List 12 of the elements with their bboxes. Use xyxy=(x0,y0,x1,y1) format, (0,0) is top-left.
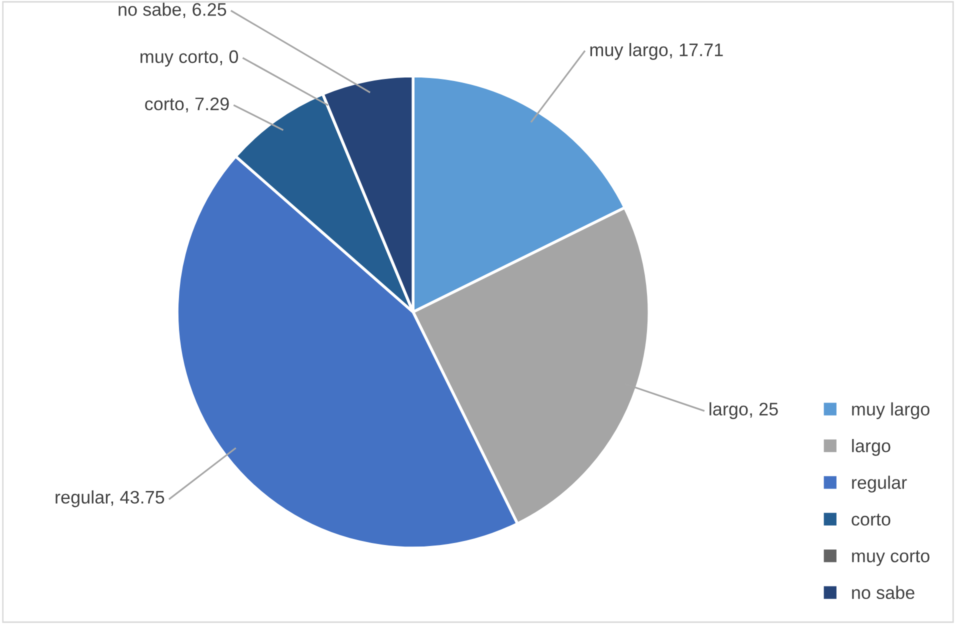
data-label: largo, 25 xyxy=(710,402,778,420)
legend-label: no sabe xyxy=(852,586,914,600)
legend-label: muy largo xyxy=(852,402,930,420)
legend-label: largo xyxy=(852,439,890,456)
data-label: no sabe, 6.25 xyxy=(118,2,226,18)
text: muy corto, 0 xyxy=(140,50,238,67)
legend-label: corto xyxy=(852,514,890,526)
data-label: muy largo, 17.71 xyxy=(590,43,723,60)
legend-label: muy corto xyxy=(852,550,930,566)
data-label: corto, 7.29 xyxy=(145,98,229,112)
legend-label: regular xyxy=(852,476,907,493)
data-label: regular, 43.75 xyxy=(56,490,164,508)
